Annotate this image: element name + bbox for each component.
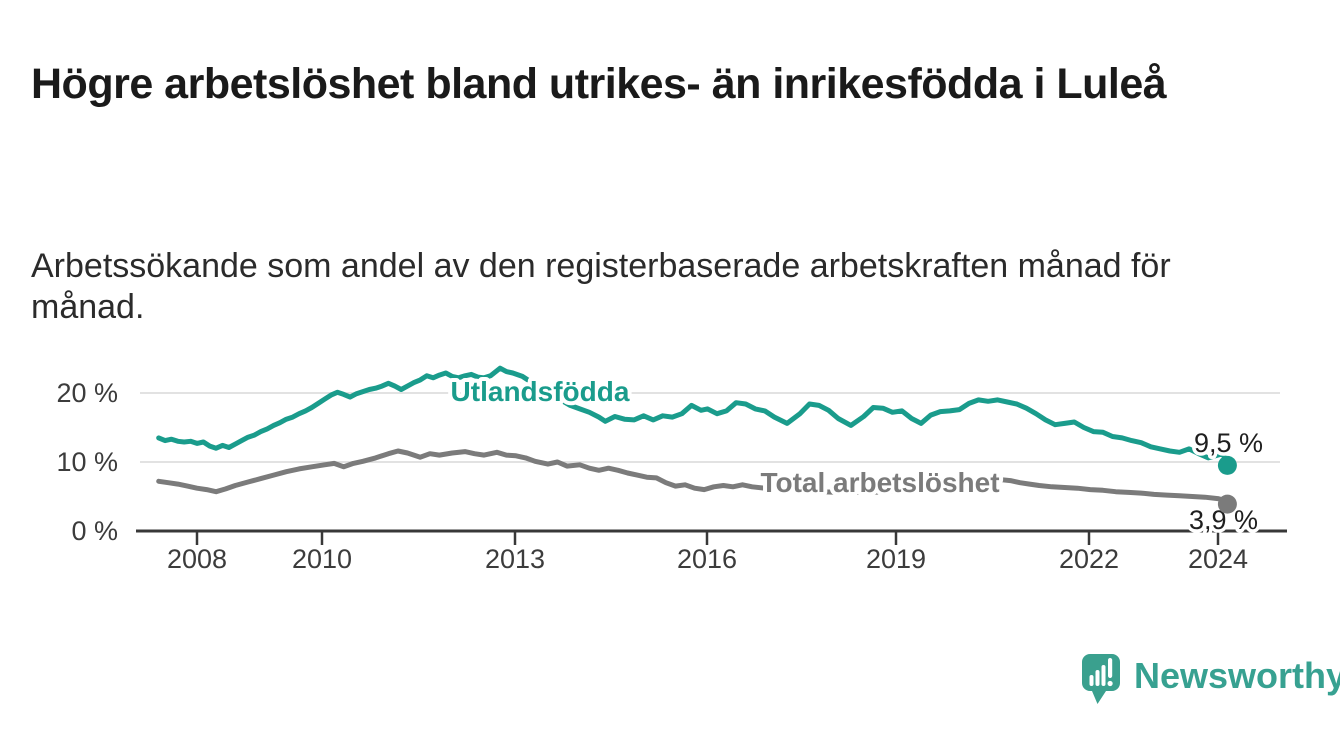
newsworthy-logo-icon [1082,654,1120,704]
end-dot-utlandsfodda [1217,455,1237,475]
end-value-label-utlandsfodda: 9,5 % [1194,428,1263,458]
x-tick-label-2022: 2022 [1059,544,1119,574]
page-title: Högre arbetslöshet bland utrikes- än inr… [31,59,1167,108]
y-tick-label-20: 20 % [56,378,118,408]
y-tick-label-0: 0 % [71,516,118,546]
series-label-total-arbetsloshet: Total arbetslöshet [760,467,999,498]
chart-subtitle: Arbetssökande som andel av den registerb… [31,247,1171,326]
line-total-arbetsloshet [156,448,1230,507]
line-utlandsfodda [156,365,1230,468]
brand-wordmark: Newsworthy [1134,655,1340,696]
x-tick-label-2008: 2008 [167,544,227,574]
newsworthy-logo: Newsworthy [1082,654,1340,704]
exclamation-glyph [1107,658,1113,687]
y-tick-label-10: 10 % [56,447,118,477]
end-dot-total [1217,494,1237,514]
speech-bubble-shape [1082,654,1120,704]
bar-chart-glyph [1089,665,1106,686]
x-tick-label-2024: 2024 [1188,544,1248,574]
x-tick-label-2010: 2010 [292,544,352,574]
x-tick-label-2016: 2016 [677,544,737,574]
x-tick-label-2013: 2013 [485,544,545,574]
series-label-utlandsfodda: Utlandsfödda [451,376,630,407]
x-tick-label-2019: 2019 [866,544,926,574]
